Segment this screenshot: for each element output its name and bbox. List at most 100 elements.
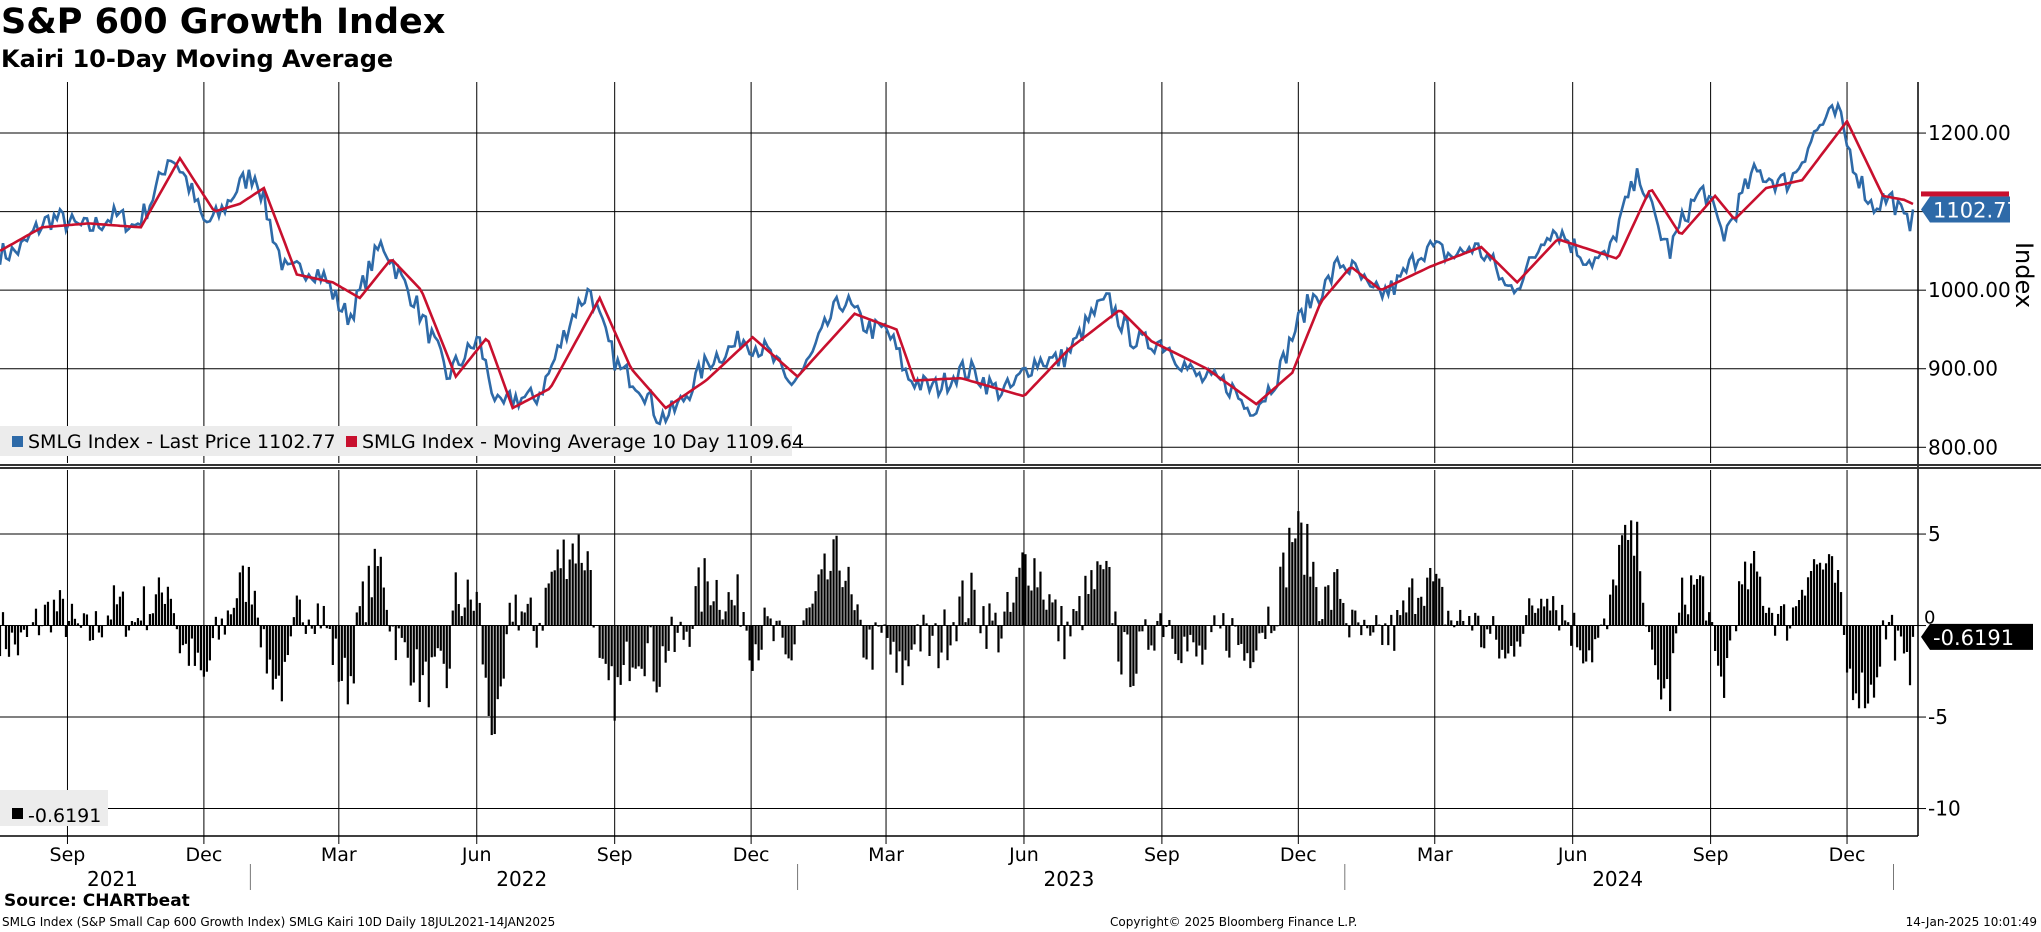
- kairi-bar: [289, 625, 292, 637]
- kairi-bar: [1516, 625, 1519, 642]
- kairi-bar: [961, 580, 964, 626]
- kairi-bar: [4, 625, 8, 650]
- kairi-bar: [1117, 625, 1120, 662]
- kairi-bar: [1621, 535, 1624, 626]
- kairi-bar: [1015, 576, 1018, 626]
- last-price-tag: [1921, 196, 2010, 223]
- kairi-bar: [1153, 625, 1156, 651]
- kairi-bar: [727, 592, 730, 626]
- legend-swatch: [12, 436, 23, 447]
- kairi-bar: [169, 598, 173, 626]
- kairi-bar: [112, 585, 116, 626]
- y-tick-label-top: 1200.00: [1928, 121, 2011, 145]
- kairi-bar: [205, 625, 208, 672]
- kairi-bar: [304, 625, 307, 634]
- kairi-bar: [1003, 611, 1006, 626]
- kairi-bar: [22, 625, 26, 630]
- kairi-bar: [838, 570, 841, 626]
- kairi-bar: [484, 625, 487, 678]
- kairi-bar: [1138, 625, 1141, 632]
- kairi-bar: [388, 625, 391, 632]
- kairi-bar: [115, 604, 119, 626]
- kairi-bar: [1558, 625, 1561, 631]
- kairi-bar: [409, 625, 412, 686]
- kairi-bar: [1657, 625, 1660, 680]
- kairi-bar: [1330, 609, 1333, 626]
- y-axis-title: Index: [2010, 242, 2038, 308]
- kairi-bar: [7, 625, 11, 657]
- kairi-bar: [1474, 612, 1477, 626]
- kairi-bar: [1396, 609, 1399, 626]
- kairi-bar: [385, 609, 388, 626]
- kairi-bar: [472, 610, 475, 626]
- kairi-bar: [220, 618, 223, 626]
- kairi-bar: [1615, 585, 1618, 626]
- kairi-bar: [1848, 625, 1852, 669]
- kairi-bar: [655, 625, 658, 693]
- kairi-bar: [1711, 622, 1714, 626]
- kairi-bar: [1111, 623, 1114, 626]
- kairi-bar: [1297, 511, 1300, 626]
- kairi-bar: [895, 625, 898, 673]
- kairi-bar: [1708, 612, 1711, 626]
- kairi-bar: [370, 597, 373, 626]
- kairi-bar: [946, 625, 949, 661]
- kairi-bar: [586, 551, 589, 626]
- kairi-bar: [1785, 625, 1789, 641]
- kairi-bar: [1893, 625, 1897, 661]
- kairi-bar: [637, 625, 640, 667]
- kairi-bar: [1423, 605, 1426, 626]
- kairi-bar: [1264, 625, 1267, 640]
- kairi-bar: [1054, 599, 1057, 626]
- kairi-bar: [487, 625, 490, 716]
- kairi-bar: [1162, 625, 1165, 638]
- kairi-bar: [1896, 625, 1900, 631]
- kairi-bar: [1660, 625, 1663, 700]
- kairi-bar: [1171, 625, 1174, 639]
- kairi-bar: [1123, 625, 1126, 633]
- kairi-bar: [1021, 552, 1024, 626]
- kairi-bar: [16, 625, 20, 656]
- kairi-bar: [1902, 625, 1906, 654]
- kairi-bar: [1749, 563, 1753, 626]
- kairi-bar: [1791, 607, 1795, 626]
- kairi-bar: [1767, 607, 1771, 626]
- kairi-bar: [910, 625, 913, 650]
- kairi-bar: [196, 625, 199, 653]
- kairi-bar: [1333, 572, 1336, 626]
- kairi-bar: [1390, 614, 1393, 626]
- month-tick-label: Mar: [321, 844, 357, 866]
- kairi-bar: [1714, 625, 1717, 651]
- kairi-bar: [1261, 625, 1264, 633]
- kairi-bar: [1246, 625, 1249, 654]
- month-tick-label: Mar: [868, 844, 904, 866]
- chart-subtitle: Kairi 10-Day Moving Average: [1, 45, 394, 73]
- kairi-bar: [1447, 610, 1450, 626]
- kairi-bar: [589, 570, 592, 626]
- kairi-bar: [1417, 597, 1420, 626]
- kairi-bar: [898, 625, 901, 652]
- kairi-bar: [802, 620, 805, 626]
- kairi-bar: [1141, 625, 1144, 632]
- kairi-bar: [1303, 574, 1306, 626]
- kairi-bar: [754, 625, 757, 645]
- kairi-last-tag: [1921, 623, 2033, 650]
- axes: [0, 82, 2041, 890]
- kairi-bar: [1537, 608, 1540, 626]
- kairi-bar: [757, 625, 760, 661]
- kairi-bar: [397, 625, 400, 629]
- kairi-bar: [1582, 625, 1585, 664]
- kairi-bar: [805, 608, 808, 626]
- kairi-bar: [730, 599, 733, 626]
- month-tick-label: Sep: [597, 844, 633, 866]
- kairi-bar: [1863, 625, 1867, 709]
- kairi-bar: [778, 620, 781, 626]
- kairi-bar: [1255, 625, 1258, 651]
- kairi-bar: [1663, 625, 1666, 689]
- kairi-bar: [1462, 621, 1465, 626]
- kairi-bar: [1570, 625, 1573, 646]
- kairi-bar: [508, 602, 511, 626]
- kairi-bar: [1435, 573, 1438, 626]
- kairi-bar: [1722, 625, 1726, 698]
- month-tick-label: Mar: [1417, 844, 1453, 866]
